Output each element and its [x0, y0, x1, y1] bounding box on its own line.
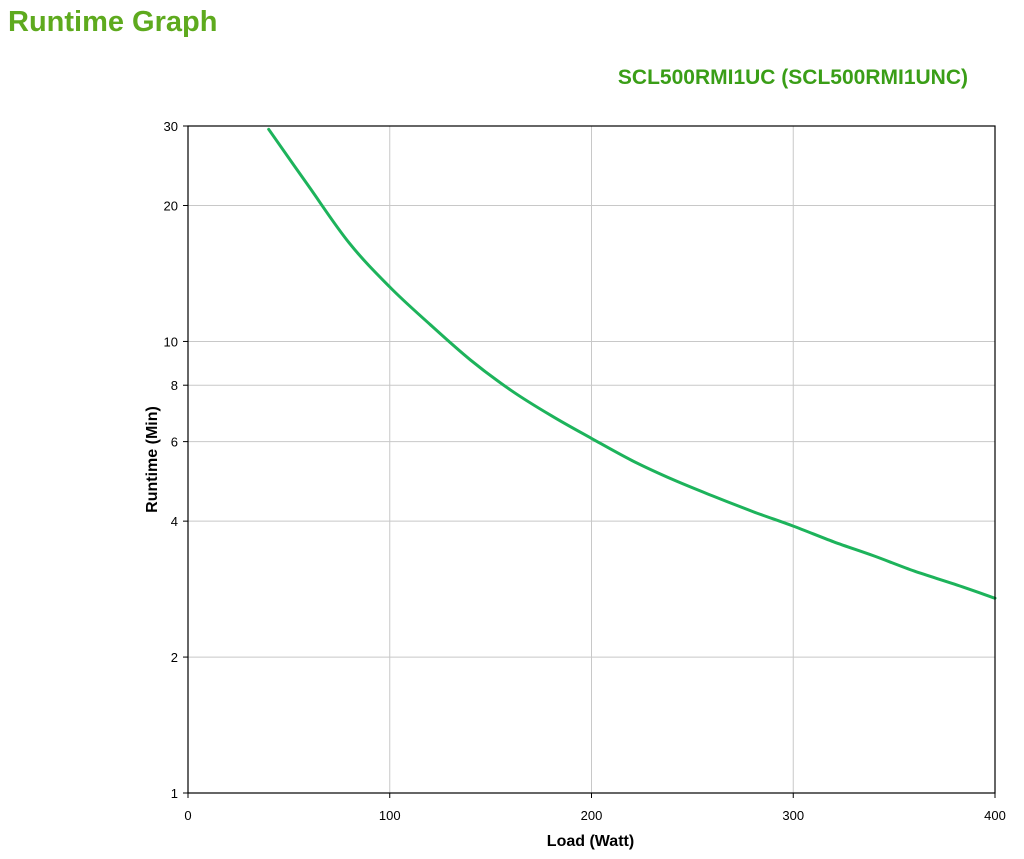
x-tick-label: 200 — [581, 808, 603, 823]
x-tick-label: 0 — [184, 808, 191, 823]
grid-lines — [188, 126, 995, 793]
x-tick-label: 400 — [984, 808, 1006, 823]
x-axis-label: Load (Watt) — [547, 833, 634, 850]
y-tick-label: 4 — [171, 514, 178, 529]
x-tick-label: 100 — [379, 808, 401, 823]
y-tick-label: 8 — [171, 378, 178, 393]
page-title: Runtime Graph — [8, 6, 218, 38]
x-tick-label: 300 — [782, 808, 804, 823]
y-tick-label: 6 — [171, 435, 178, 450]
tick-labels: 0 100 200 300 400 1 2 4 6 8 10 20 30 — [164, 119, 1006, 823]
chart-title: SCL500RMI1UC (SCL500RMI1UNC) — [617, 66, 968, 89]
plot-frame — [183, 125, 996, 798]
y-tick-label: 20 — [164, 199, 178, 214]
series-layer — [267, 127, 997, 600]
y-tick-label: 10 — [164, 334, 178, 349]
y-tick-label: 1 — [171, 786, 178, 801]
y-tick-label: 2 — [171, 650, 178, 665]
y-axis-label: Runtime (Min) — [144, 406, 161, 513]
runtime-series-line — [267, 127, 997, 600]
y-tick-label: 30 — [164, 119, 178, 134]
plot-border — [187, 125, 996, 794]
